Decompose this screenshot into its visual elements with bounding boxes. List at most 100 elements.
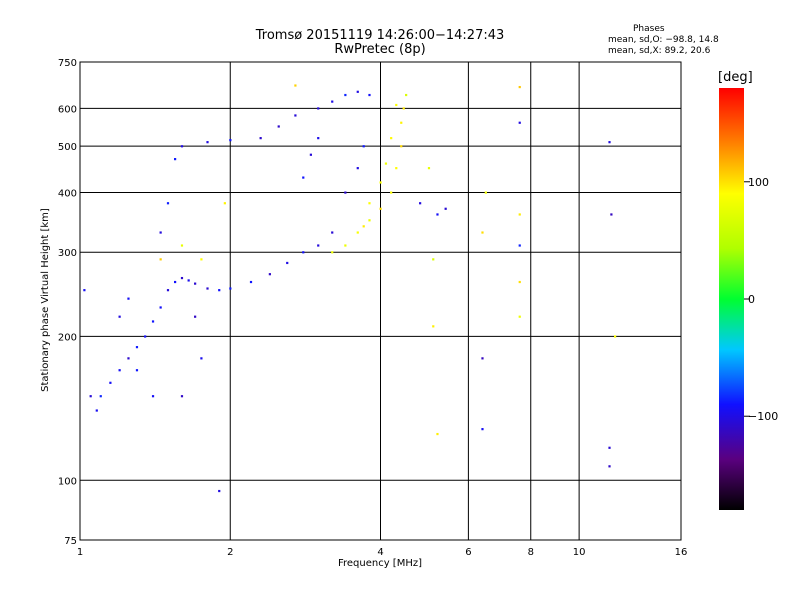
data-point xyxy=(317,107,320,110)
data-point xyxy=(518,315,521,318)
data-point xyxy=(419,202,422,205)
data-point xyxy=(384,162,388,165)
data-point xyxy=(395,103,398,107)
data-point xyxy=(356,231,359,234)
data-point xyxy=(187,279,190,282)
x-tick-label: 1 xyxy=(77,547,83,558)
y-tick-label: 100 xyxy=(58,476,77,487)
data-point xyxy=(302,251,305,254)
x-tick-label: 16 xyxy=(675,547,688,558)
x-tick-label: 2 xyxy=(227,547,233,558)
data-point xyxy=(249,280,253,284)
data-point xyxy=(368,202,371,205)
data-point xyxy=(159,258,162,261)
y-tick-label: 300 xyxy=(58,248,77,259)
y-tick-label: 400 xyxy=(58,188,77,199)
data-point xyxy=(379,207,382,210)
data-point xyxy=(368,219,371,222)
data-point xyxy=(144,335,147,338)
data-point xyxy=(481,231,484,234)
colorbar-tick-label: 0 xyxy=(748,293,755,306)
data-point xyxy=(173,280,177,284)
data-point xyxy=(518,280,521,284)
data-point xyxy=(362,225,365,228)
data-point xyxy=(259,137,262,140)
data-point xyxy=(95,409,98,412)
data-point xyxy=(608,141,611,144)
data-point xyxy=(118,315,121,318)
x-tick-label: 4 xyxy=(377,547,383,558)
y-tick-label: 500 xyxy=(58,142,77,153)
stats-line-o: mean, sd,O: −98.8, 14.8 xyxy=(608,35,719,45)
data-point xyxy=(173,158,177,161)
x-axis-label: Frequency [MHz] xyxy=(337,558,423,569)
data-point xyxy=(331,100,334,103)
data-point xyxy=(180,276,184,280)
data-point xyxy=(89,395,92,398)
data-point xyxy=(277,125,280,128)
data-point xyxy=(180,145,184,148)
colorbar-tick-label: −100 xyxy=(748,410,778,423)
data-point xyxy=(135,346,139,349)
data-point xyxy=(83,289,86,292)
data-point xyxy=(159,231,162,234)
x-tick-label: 6 xyxy=(465,547,471,558)
data-point xyxy=(344,244,347,247)
data-point xyxy=(518,121,521,124)
data-point xyxy=(159,306,162,309)
data-point xyxy=(317,244,320,247)
data-points xyxy=(83,84,617,493)
data-point xyxy=(317,137,320,140)
data-point xyxy=(444,207,447,210)
data-point xyxy=(356,167,359,170)
data-point xyxy=(99,395,102,398)
data-point xyxy=(294,114,297,117)
data-point xyxy=(356,90,359,93)
chart-subtitle: RwPretec (8p) xyxy=(334,42,426,57)
data-point xyxy=(127,357,130,360)
x-tick-label: 10 xyxy=(573,547,586,558)
data-point xyxy=(166,289,170,292)
tick-labels: 1 2 4 6 8 10 16 75 100 200 300 400 500 600 750 xyxy=(58,58,687,558)
colorbar-ticks: −100 0 100 xyxy=(744,176,778,423)
data-point xyxy=(151,395,155,398)
data-point xyxy=(180,244,184,247)
data-point xyxy=(432,258,435,261)
chart-title: Tromsø 20151119 14:26:00−14:27:43 xyxy=(255,28,505,43)
data-point xyxy=(362,145,365,148)
data-point xyxy=(518,85,521,89)
grid-lines xyxy=(80,62,681,540)
y-tick-label: 200 xyxy=(58,332,77,343)
data-point xyxy=(484,191,487,194)
data-point xyxy=(109,381,112,384)
data-point xyxy=(166,202,170,205)
colorbar-label: [deg] xyxy=(718,70,753,85)
data-point xyxy=(432,325,435,328)
data-point xyxy=(608,465,611,468)
colorbar xyxy=(719,88,744,510)
data-point xyxy=(390,137,393,140)
stats-title: Phases xyxy=(633,24,665,34)
data-point xyxy=(200,258,203,261)
data-point xyxy=(405,93,408,97)
data-point xyxy=(206,287,209,290)
data-point xyxy=(481,357,484,360)
data-point xyxy=(135,369,139,372)
data-point xyxy=(206,141,209,144)
data-point xyxy=(436,432,439,436)
data-point xyxy=(223,202,226,205)
data-point xyxy=(218,489,221,493)
data-point xyxy=(400,145,403,148)
data-point xyxy=(608,446,611,449)
data-point xyxy=(286,261,289,265)
data-point xyxy=(390,191,393,194)
data-point xyxy=(309,153,312,156)
data-point xyxy=(427,167,431,170)
data-point xyxy=(294,84,297,87)
data-point xyxy=(268,273,271,276)
data-point xyxy=(151,320,155,323)
colorbar-tick-label: 100 xyxy=(748,176,769,189)
data-point xyxy=(127,297,130,300)
data-point xyxy=(518,213,521,216)
